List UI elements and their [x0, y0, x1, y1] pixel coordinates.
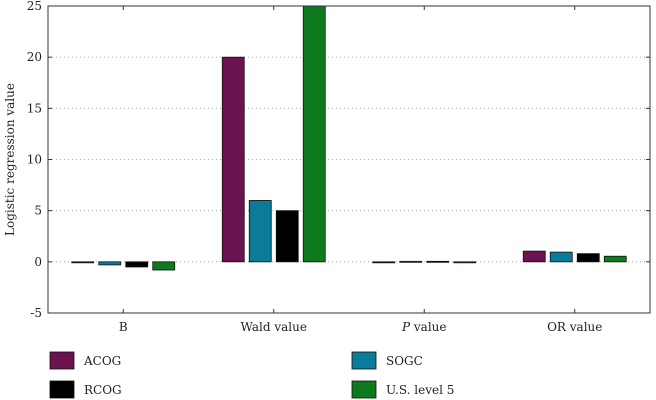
x-tick-label-italic: P — [401, 320, 411, 334]
bar-rcog — [576, 253, 600, 263]
y-axis-title: Logistic regression value — [3, 83, 17, 236]
bar-sogc — [399, 260, 423, 263]
y-tick-label: 15 — [27, 101, 42, 115]
bar-acog — [522, 250, 546, 263]
legend: ACOG SOGC RCOG U.S. level 5 — [49, 351, 454, 399]
x-tick-label-text: B — [119, 320, 128, 334]
y-tick-label: -5 — [30, 306, 42, 320]
bar-rcog — [125, 261, 149, 268]
x-axis: B Wald value P value OR value — [119, 6, 602, 334]
y-tick-label: 0 — [34, 255, 42, 269]
x-tick-label-text: OR value — [547, 320, 602, 334]
bar-acog — [71, 261, 95, 264]
grid-lines — [48, 56, 650, 263]
bars — [71, 5, 627, 271]
bar-u-s-level-5 — [603, 255, 627, 263]
legend-label: SOGC — [386, 354, 423, 368]
bar-sogc — [549, 251, 573, 263]
x-tick-label: OR value — [547, 320, 602, 334]
x-tick-label: B — [119, 320, 128, 334]
bar-u-s-level-5 — [453, 261, 477, 264]
legend-swatch — [351, 351, 377, 370]
bar-u-s-level-5 — [302, 5, 326, 263]
legend-label: RCOG — [84, 383, 122, 397]
y-axis: -5 0 5 10 15 20 25 — [27, 0, 650, 320]
bar-sogc — [98, 261, 122, 266]
bar-acog — [221, 56, 245, 263]
x-tick-label-text: value — [410, 320, 446, 334]
legend-swatch — [351, 380, 377, 399]
bar-rcog — [275, 210, 299, 263]
legend-label: U.S. level 5 — [386, 383, 454, 397]
y-tick-label: 20 — [27, 50, 42, 64]
legend-swatch — [49, 380, 75, 399]
x-tick-label: P value — [401, 320, 447, 334]
y-tick-label: 25 — [27, 0, 42, 13]
bar-u-s-level-5 — [152, 261, 176, 271]
y-tick-label: 5 — [34, 204, 42, 218]
x-tick-label: Wald value — [241, 320, 307, 334]
x-tick-label-text: Wald value — [241, 320, 307, 334]
legend-label: ACOG — [83, 354, 121, 368]
y-tick-label: 10 — [27, 153, 42, 167]
legend-swatch — [49, 351, 75, 370]
bar-acog — [372, 261, 396, 264]
bar-sogc — [248, 200, 272, 263]
bar-rcog — [426, 260, 450, 263]
